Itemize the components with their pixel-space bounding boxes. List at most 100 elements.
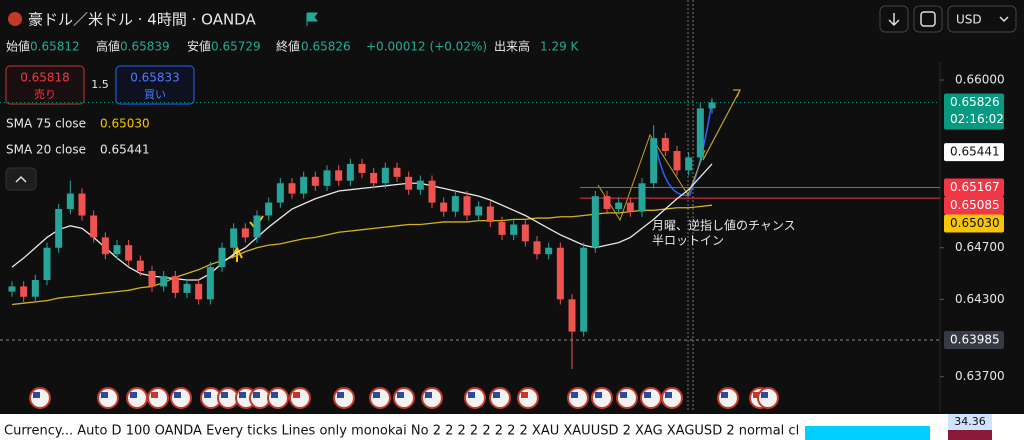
event-flag-canton	[721, 392, 728, 398]
candle-body	[335, 170, 343, 181]
legend-value: 0.65441	[100, 143, 150, 157]
price-badge	[944, 178, 1004, 197]
event-flag-canton	[33, 392, 40, 398]
high-value: 0.65839	[120, 40, 170, 54]
drawing-curve	[654, 99, 713, 197]
candle-body	[218, 247, 226, 268]
symbol-title[interactable]: 豪ドル／米ドル · 4時間 · OANDA	[28, 11, 256, 29]
candle-body	[696, 108, 704, 158]
event-flag-canton	[253, 392, 260, 398]
candle-body	[346, 163, 354, 181]
flag-icon[interactable]	[306, 12, 318, 26]
candle-body	[533, 241, 541, 255]
y-tick-label: 0.63700	[955, 369, 1005, 383]
candle-body	[381, 167, 389, 184]
candle-body	[463, 196, 471, 216]
candle-body	[31, 279, 39, 297]
legend-name[interactable]: SMA 75 close	[6, 117, 86, 131]
currency-select[interactable]	[947, 5, 1017, 33]
low-value: 0.65729	[211, 40, 261, 54]
candle-body	[101, 237, 109, 255]
event-flag-canton	[239, 392, 246, 398]
candle-body	[300, 176, 308, 194]
candle-body	[545, 247, 553, 255]
download-icon	[888, 13, 900, 27]
legend-name[interactable]: SMA 20 close	[6, 143, 86, 157]
volume-value: 1.29 K	[540, 40, 580, 54]
price-badge-label: 0.63985	[950, 332, 1000, 346]
candle-body	[113, 245, 121, 255]
candle-body	[405, 176, 413, 190]
event-flag-canton	[425, 392, 432, 398]
candle-body	[498, 221, 506, 235]
candle-body	[580, 247, 588, 332]
side-badge-lower	[948, 430, 992, 440]
candle-body	[136, 260, 144, 271]
candle-body	[638, 183, 646, 212]
collapse-icon	[15, 175, 27, 183]
candle-body	[241, 228, 249, 238]
candle-body	[615, 202, 623, 210]
spread: 1.5	[91, 78, 109, 91]
buy-button[interactable]	[115, 65, 195, 105]
candle-body	[195, 283, 203, 300]
candle-body	[265, 202, 273, 216]
countdown: 02:16:02	[950, 112, 1004, 126]
event-flag-canton	[271, 392, 278, 398]
candle-body	[475, 206, 483, 216]
footer-text: Currency... Auto D 100 OANDA Every ticks…	[4, 424, 799, 439]
event-flag-canton	[620, 392, 627, 398]
y-tick-label: 0.66000	[955, 73, 1005, 87]
drawing-zigzag	[597, 133, 706, 222]
candle-body	[148, 270, 156, 287]
price-badge	[944, 143, 1004, 162]
volume-label: 出来高	[494, 39, 530, 54]
open-value: 0.65812	[30, 40, 80, 54]
candle-body	[568, 299, 576, 332]
event-flag-canton	[595, 392, 602, 398]
drawing-arrow-head	[733, 89, 741, 98]
candle-body	[323, 170, 331, 186]
event-flag-canton	[130, 392, 137, 398]
candle-body	[125, 245, 133, 261]
side-value: 34.36	[954, 415, 986, 428]
event-flag-canton	[174, 392, 181, 398]
open-label: 始値	[6, 39, 30, 54]
price-badge-label: 0.65167	[950, 180, 1000, 194]
event-flag-canton	[151, 392, 158, 398]
event-flag-canton	[221, 392, 228, 398]
download-button[interactable]	[879, 5, 909, 33]
footer-highlight	[805, 426, 930, 440]
candle-body	[428, 180, 436, 203]
price-badge	[944, 196, 1004, 215]
candle-body	[20, 286, 28, 297]
event-flag-canton	[204, 392, 211, 398]
event-flag-canton	[644, 392, 651, 398]
candle-body	[8, 286, 16, 292]
drawing-arrow	[702, 89, 741, 161]
event-flags	[29, 387, 779, 409]
candle-body	[230, 228, 238, 248]
event-flag-canton	[337, 392, 344, 398]
candle-body	[591, 196, 599, 248]
event-flag-canton	[753, 392, 760, 398]
candle-body	[393, 167, 401, 177]
buy-label: 買い	[144, 88, 166, 101]
event-flag-canton	[521, 392, 528, 398]
event-flag-canton	[468, 392, 475, 398]
currency-label: USD	[956, 13, 982, 27]
candle-body	[43, 247, 51, 280]
price-badge-label: 0.65441	[950, 145, 1000, 159]
refresh-button[interactable]	[913, 5, 943, 33]
candle-body	[708, 102, 716, 109]
price-badge	[944, 93, 1004, 130]
collapse-button[interactable]	[5, 167, 37, 191]
y-tick-label: 0.64700	[955, 240, 1005, 254]
candle-body	[451, 196, 459, 212]
candle-body	[661, 138, 669, 151]
candle-body	[521, 224, 529, 242]
candle-body	[556, 247, 564, 300]
candle-body	[253, 215, 261, 238]
sell-button[interactable]	[5, 65, 85, 105]
sell-price: 0.65818	[20, 71, 70, 85]
